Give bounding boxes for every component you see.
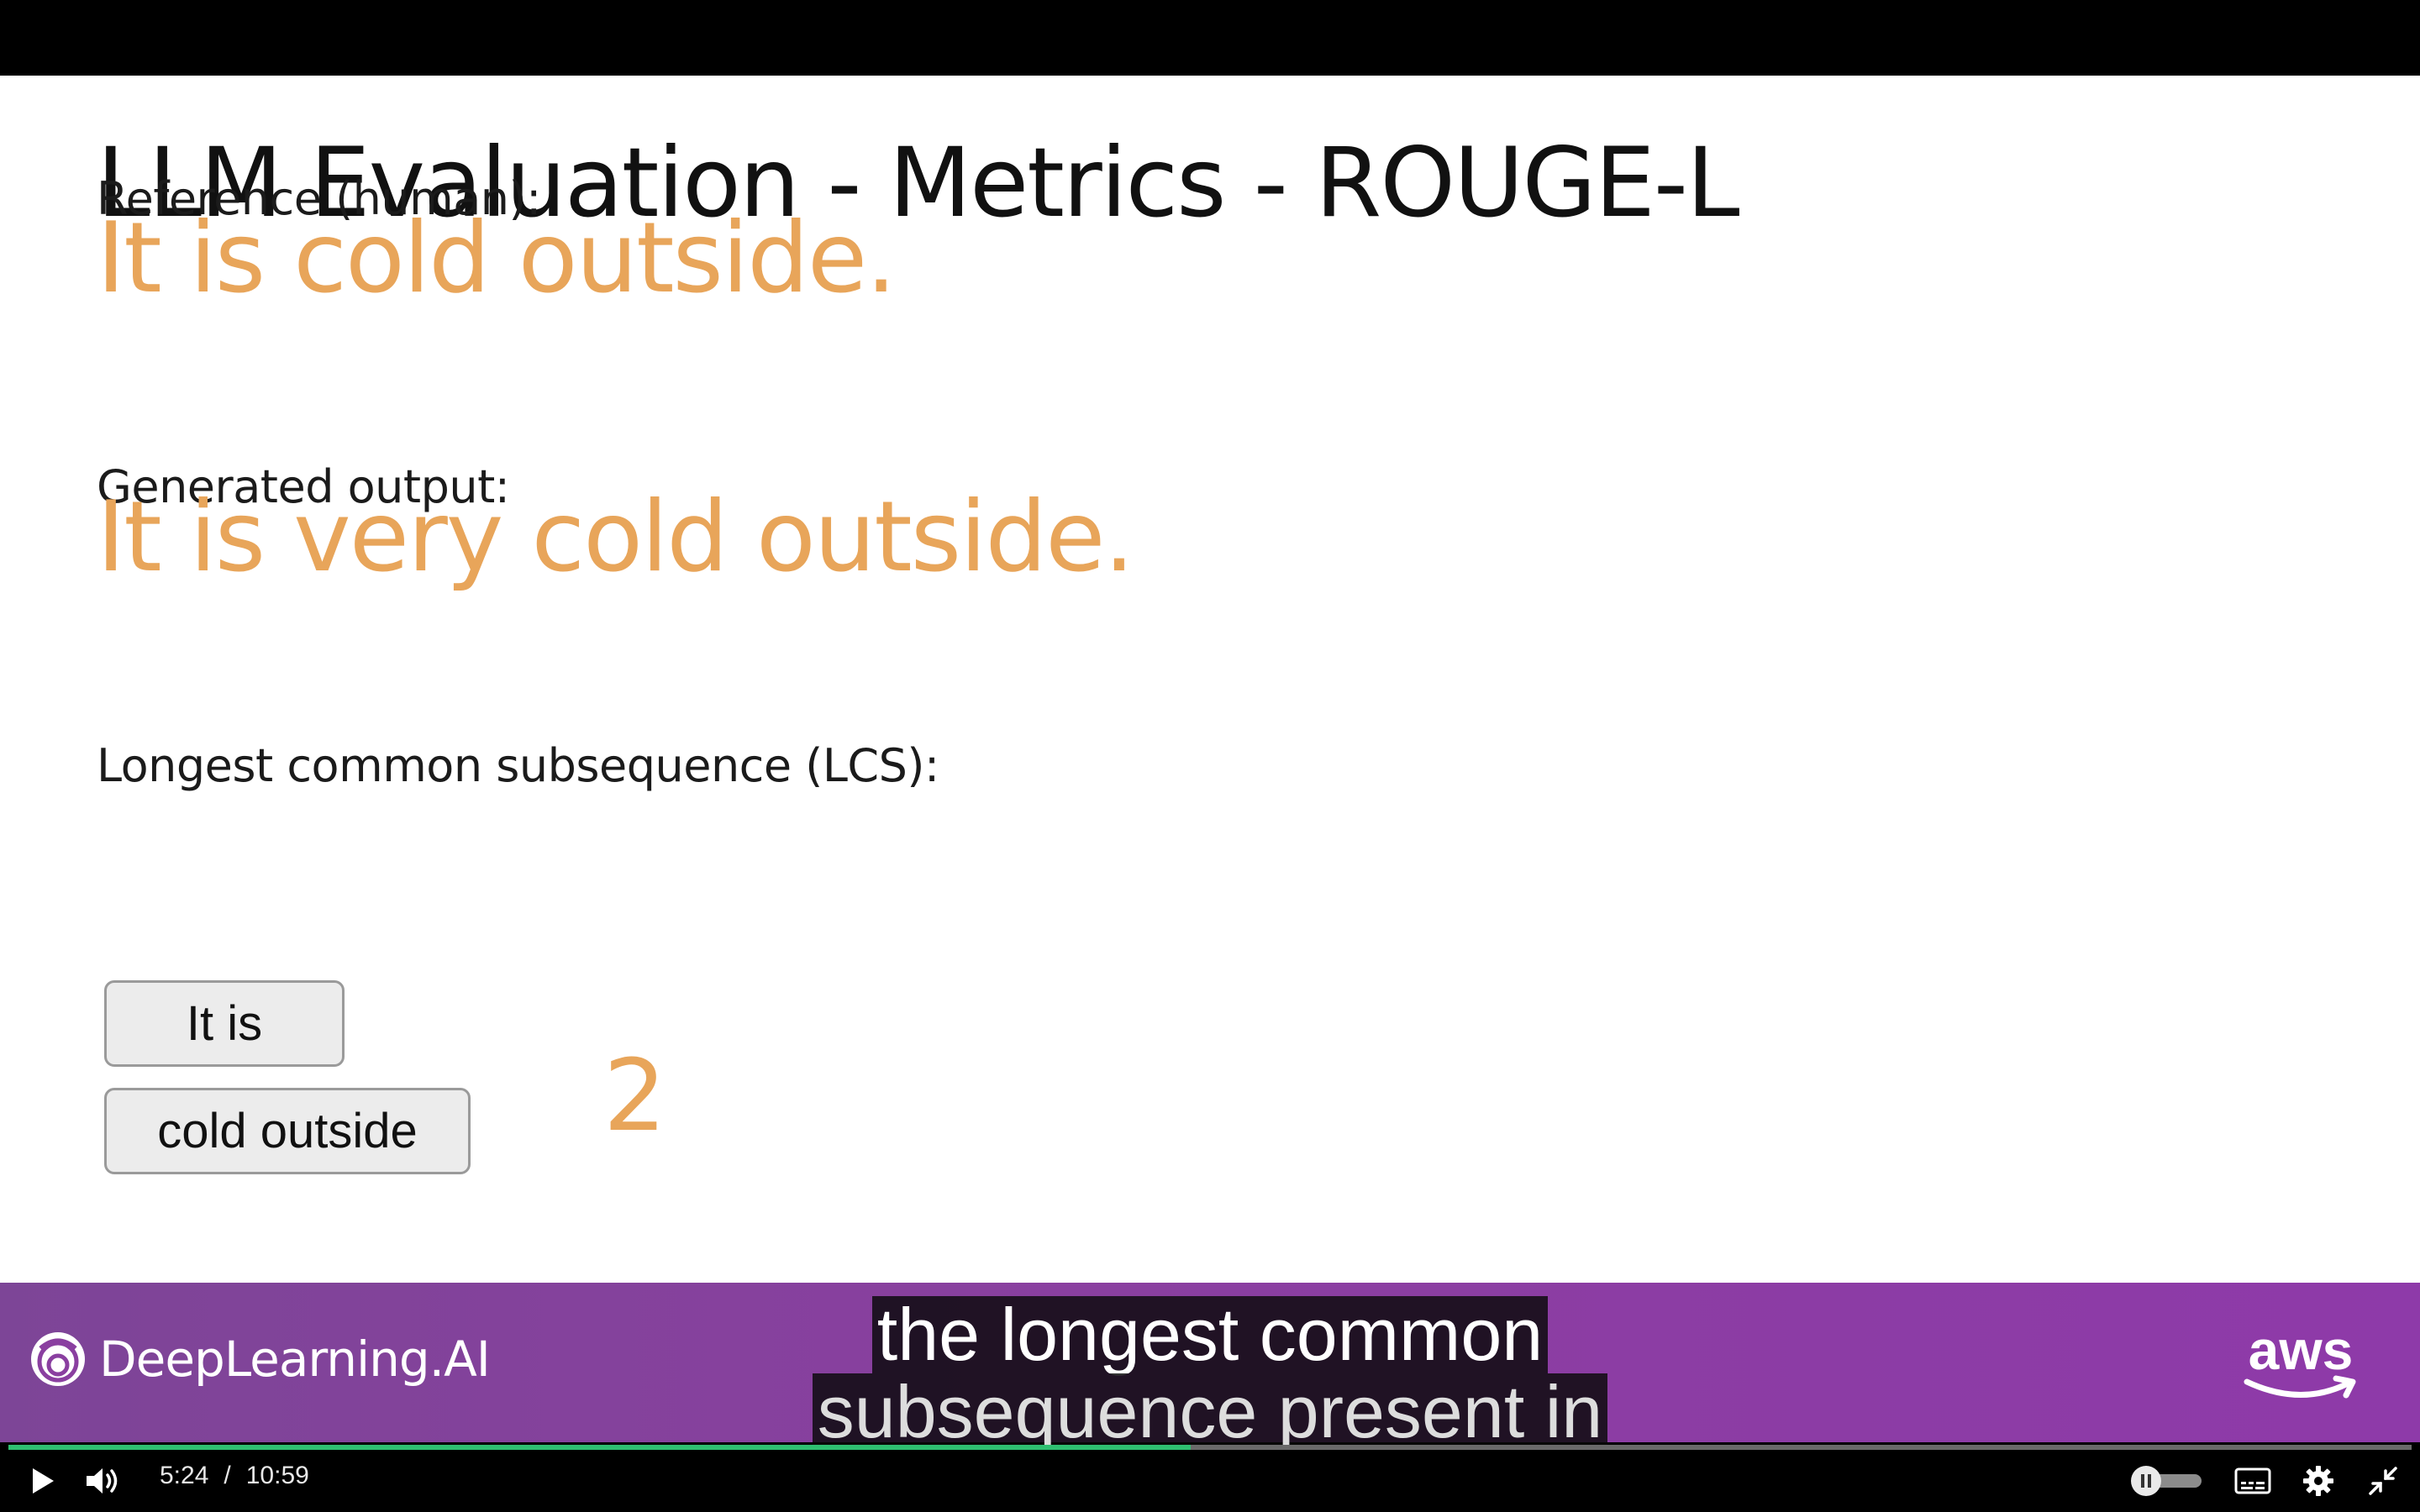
aws-wordmark: aws — [2248, 1319, 2354, 1381]
volume-icon — [87, 1468, 118, 1494]
autoplay-toggle[interactable] — [2126, 1460, 2207, 1502]
time-separator: / — [224, 1462, 231, 1489]
lecture-slide: LLM Evaluation - Metrics - ROUGE-L Refer… — [0, 76, 2420, 1283]
toggle-icon — [2131, 1466, 2202, 1496]
caption-line-2: subsequence present in — [812, 1373, 1608, 1451]
aws-logo: aws — [2242, 1318, 2360, 1400]
time-display: 5:24 / 10:59 — [160, 1462, 309, 1490]
captions-icon — [2234, 1467, 2271, 1494]
lcs-count: 2 — [603, 1037, 667, 1153]
lcs-label: Longest common subsequence (LCS): — [97, 739, 939, 792]
captions-button[interactable] — [2232, 1460, 2274, 1502]
deeplearning-emblem-icon — [31, 1332, 85, 1386]
exit-fullscreen-icon — [2369, 1467, 2397, 1495]
volume-button[interactable] — [81, 1460, 124, 1502]
lcs-segment-box: cold outside — [104, 1088, 471, 1174]
play-icon — [33, 1468, 54, 1494]
player-controls: 5:24 / 10:59 — [0, 1450, 2420, 1512]
progress-fill — [8, 1445, 1192, 1450]
reference-text: It is cold outside. — [97, 202, 897, 315]
deeplearning-wordmark: DeepLearning.AI — [99, 1331, 491, 1388]
gear-icon — [2303, 1466, 2333, 1496]
deeplearning-logo: DeepLearning.AI — [29, 1330, 491, 1389]
caption-line-1: the longest common — [871, 1296, 1549, 1373]
slide-title: LLM Evaluation - Metrics - ROUGE-L — [97, 127, 1740, 239]
progress-bar[interactable] — [8, 1445, 2412, 1450]
current-time: 5:24 — [160, 1462, 209, 1489]
play-button[interactable] — [24, 1460, 62, 1502]
caption-overlay: the longest common subsequence present i… — [0, 1296, 2420, 1451]
lcs-segment-box: It is — [104, 980, 345, 1067]
exit-fullscreen-button[interactable] — [2365, 1460, 2402, 1502]
generated-label: Generated output: — [97, 460, 510, 513]
settings-button[interactable] — [2299, 1460, 2338, 1502]
aws-smile-icon — [2244, 1375, 2356, 1399]
duration: 10:59 — [245, 1462, 309, 1489]
reference-label: Reference (human): — [97, 172, 541, 225]
generated-text: It is very cold outside. — [97, 480, 1134, 594]
